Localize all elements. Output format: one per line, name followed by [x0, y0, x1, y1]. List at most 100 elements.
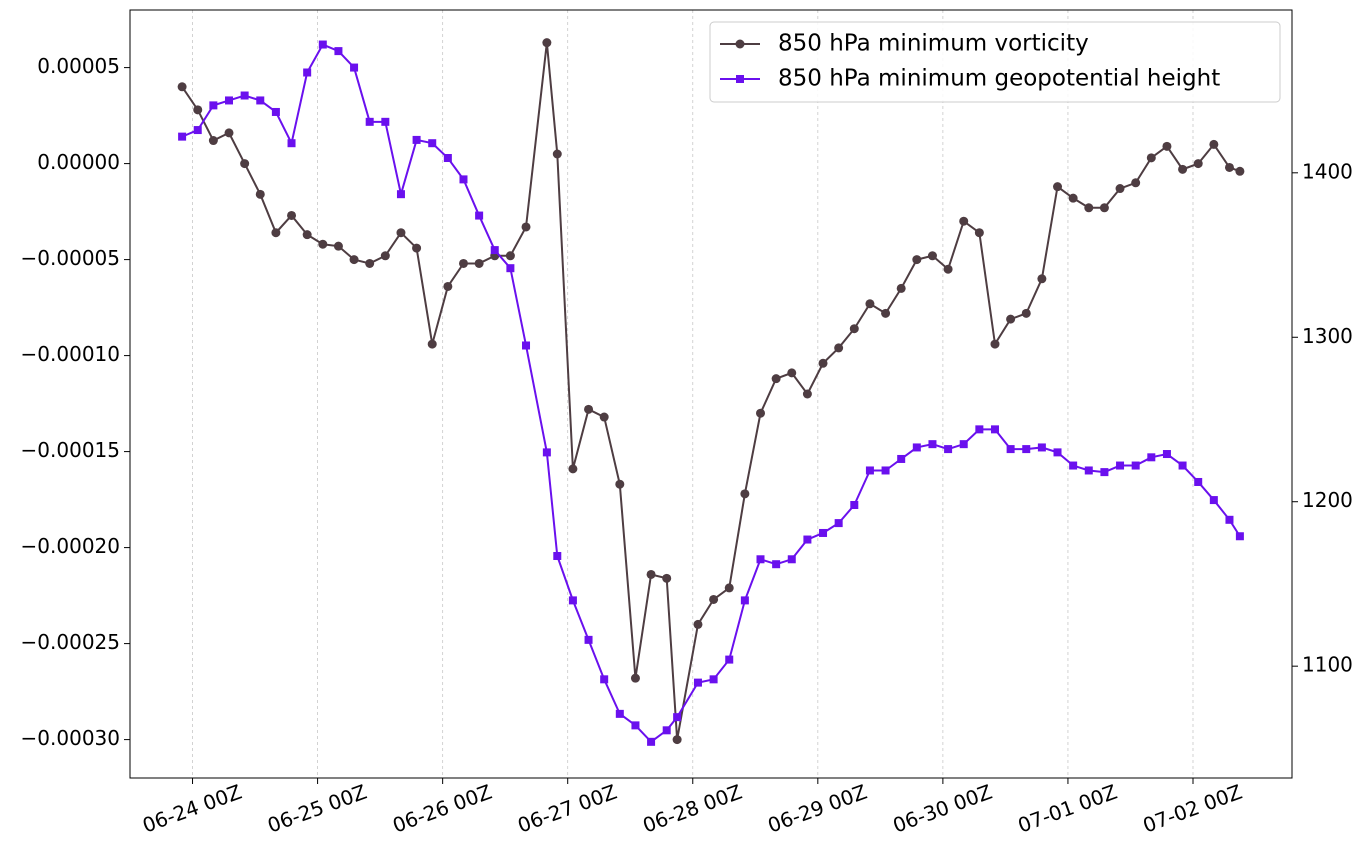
y2-tick-label: 1300	[1302, 324, 1353, 348]
marker	[725, 655, 734, 664]
marker	[662, 573, 672, 583]
marker	[912, 443, 921, 452]
marker	[1209, 496, 1218, 505]
marker	[771, 374, 781, 384]
marker	[271, 107, 280, 116]
marker	[553, 551, 562, 560]
y-tick-label: −0.00005	[21, 246, 120, 270]
marker	[802, 389, 812, 399]
marker	[1193, 159, 1203, 169]
marker	[1053, 182, 1063, 192]
legend-label: 850 hPa minimum vorticity	[778, 31, 1089, 57]
marker	[490, 246, 499, 255]
marker	[365, 258, 375, 268]
marker	[412, 135, 421, 144]
marker	[584, 635, 593, 644]
marker	[568, 596, 577, 605]
marker	[1235, 532, 1244, 541]
marker	[1084, 203, 1094, 213]
marker	[193, 126, 202, 135]
marker	[990, 425, 999, 434]
marker	[1162, 141, 1172, 151]
marker	[349, 255, 359, 265]
marker	[1162, 450, 1171, 459]
marker	[584, 404, 594, 414]
marker	[428, 139, 437, 148]
marker	[896, 283, 906, 293]
marker	[240, 91, 249, 100]
marker	[396, 190, 405, 199]
marker	[1006, 445, 1015, 454]
marker	[303, 68, 312, 77]
marker	[787, 555, 796, 564]
marker	[647, 737, 656, 746]
marker	[662, 726, 671, 735]
marker	[1100, 468, 1109, 477]
marker	[459, 175, 468, 184]
marker	[1115, 184, 1125, 194]
marker	[615, 709, 624, 718]
marker	[1069, 461, 1078, 470]
marker	[756, 555, 765, 564]
marker	[177, 82, 187, 92]
y-tick-label: −0.00020	[21, 534, 120, 558]
marker	[333, 241, 343, 251]
marker	[1053, 448, 1062, 457]
marker	[552, 149, 562, 159]
marker	[427, 339, 437, 349]
marker	[1084, 466, 1093, 475]
marker	[881, 466, 890, 475]
marker	[1147, 453, 1156, 462]
marker	[724, 583, 734, 593]
marker	[302, 230, 312, 240]
marker	[630, 673, 640, 683]
marker	[1178, 164, 1188, 174]
marker	[709, 675, 718, 684]
marker	[849, 324, 859, 334]
marker	[927, 251, 937, 261]
marker	[959, 440, 968, 449]
marker	[974, 228, 984, 238]
marker	[615, 479, 625, 489]
marker	[693, 678, 702, 687]
marker	[756, 408, 766, 418]
marker	[990, 339, 1000, 349]
marker	[1099, 203, 1109, 213]
marker	[224, 128, 234, 138]
marker	[897, 454, 906, 463]
y-tick-label: −0.00010	[21, 342, 120, 366]
marker	[834, 343, 844, 353]
marker	[318, 40, 327, 49]
marker	[521, 222, 531, 232]
marker	[819, 528, 828, 537]
marker	[646, 569, 656, 579]
marker	[1146, 153, 1156, 163]
y-tick-label: 0.00005	[37, 54, 120, 78]
plot-frame	[129, 9, 1293, 779]
y2-tick-label: 1200	[1302, 488, 1353, 512]
marker	[834, 519, 843, 528]
marker	[943, 264, 953, 274]
marker	[740, 489, 750, 499]
marker	[928, 440, 937, 449]
marker	[865, 466, 874, 475]
marker	[542, 38, 552, 48]
marker	[240, 159, 250, 169]
marker	[1178, 461, 1187, 470]
marker	[225, 96, 234, 105]
marker	[1068, 193, 1078, 203]
marker	[600, 675, 609, 684]
marker	[881, 308, 891, 318]
marker	[412, 243, 422, 253]
marker	[287, 139, 296, 148]
marker	[334, 47, 343, 56]
marker	[350, 63, 359, 72]
marker	[1225, 515, 1234, 524]
marker	[1006, 314, 1016, 324]
marker	[1131, 178, 1141, 188]
marker	[568, 464, 578, 474]
marker	[959, 216, 969, 226]
marker	[256, 96, 265, 105]
